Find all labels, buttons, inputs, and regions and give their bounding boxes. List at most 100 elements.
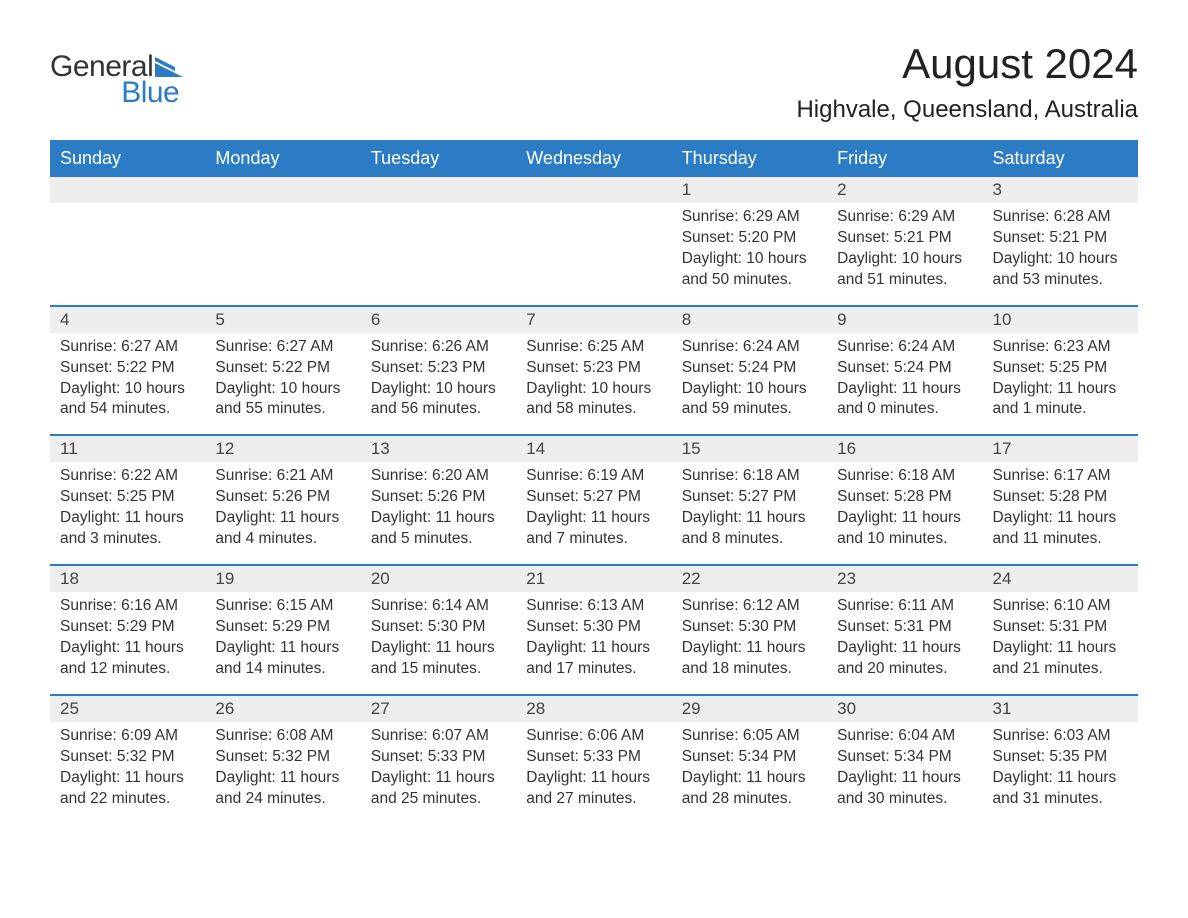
calendar-day-cell: 29Sunrise: 6:05 AMSunset: 5:34 PMDayligh… [672, 696, 827, 824]
calendar-header-day: Sunday [50, 140, 205, 177]
calendar-day-cell: 2Sunrise: 6:29 AMSunset: 5:21 PMDaylight… [827, 177, 982, 305]
day-content: Sunrise: 6:29 AMSunset: 5:21 PMDaylight:… [827, 203, 982, 305]
daylight-text: Daylight: 11 hours and 21 minutes. [993, 638, 1128, 680]
sunrise-text: Sunrise: 6:07 AM [371, 726, 506, 747]
sunset-text: Sunset: 5:21 PM [993, 228, 1128, 249]
calendar-day-cell: 21Sunrise: 6:13 AMSunset: 5:30 PMDayligh… [516, 566, 671, 694]
calendar-day-cell: 30Sunrise: 6:04 AMSunset: 5:34 PMDayligh… [827, 696, 982, 824]
calendar-day-cell [205, 177, 360, 305]
day-content: Sunrise: 6:18 AMSunset: 5:28 PMDaylight:… [827, 462, 982, 564]
sunset-text: Sunset: 5:25 PM [993, 358, 1128, 379]
daylight-text: Daylight: 11 hours and 27 minutes. [526, 768, 661, 810]
daylight-text: Daylight: 11 hours and 15 minutes. [371, 638, 506, 680]
day-content: Sunrise: 6:12 AMSunset: 5:30 PMDaylight:… [672, 592, 827, 694]
day-number: 24 [983, 566, 1138, 592]
calendar-header-day: Tuesday [361, 140, 516, 177]
calendar-body: 1Sunrise: 6:29 AMSunset: 5:20 PMDaylight… [50, 177, 1138, 823]
sunset-text: Sunset: 5:33 PM [526, 747, 661, 768]
sunset-text: Sunset: 5:32 PM [60, 747, 195, 768]
day-number: 22 [672, 566, 827, 592]
calendar-header-day: Thursday [672, 140, 827, 177]
day-number: 23 [827, 566, 982, 592]
daylight-text: Daylight: 11 hours and 3 minutes. [60, 508, 195, 550]
daylight-text: Daylight: 11 hours and 28 minutes. [682, 768, 817, 810]
sunrise-text: Sunrise: 6:22 AM [60, 466, 195, 487]
sunrise-text: Sunrise: 6:19 AM [526, 466, 661, 487]
sunset-text: Sunset: 5:23 PM [526, 358, 661, 379]
flag-icon [155, 57, 183, 77]
day-content: Sunrise: 6:28 AMSunset: 5:21 PMDaylight:… [983, 203, 1138, 305]
sunrise-text: Sunrise: 6:29 AM [837, 207, 972, 228]
day-number: 13 [361, 436, 516, 462]
sunrise-text: Sunrise: 6:28 AM [993, 207, 1128, 228]
day-content: Sunrise: 6:08 AMSunset: 5:32 PMDaylight:… [205, 722, 360, 824]
sunset-text: Sunset: 5:29 PM [60, 617, 195, 638]
calendar-day-cell: 26Sunrise: 6:08 AMSunset: 5:32 PMDayligh… [205, 696, 360, 824]
day-number: 1 [672, 177, 827, 203]
title-block: August 2024 Highvale, Queensland, Austra… [796, 40, 1138, 124]
sunrise-text: Sunrise: 6:17 AM [993, 466, 1128, 487]
calendar-day-cell: 13Sunrise: 6:20 AMSunset: 5:26 PMDayligh… [361, 436, 516, 564]
daylight-text: Daylight: 11 hours and 22 minutes. [60, 768, 195, 810]
sunrise-text: Sunrise: 6:18 AM [837, 466, 972, 487]
daylight-text: Daylight: 10 hours and 54 minutes. [60, 379, 195, 421]
daylight-text: Daylight: 11 hours and 24 minutes. [215, 768, 350, 810]
sunrise-text: Sunrise: 6:09 AM [60, 726, 195, 747]
day-content: Sunrise: 6:03 AMSunset: 5:35 PMDaylight:… [983, 722, 1138, 824]
sunrise-text: Sunrise: 6:12 AM [682, 596, 817, 617]
day-number: 5 [205, 307, 360, 333]
day-number: 8 [672, 307, 827, 333]
logo: General Blue [50, 50, 183, 110]
sunrise-text: Sunrise: 6:05 AM [682, 726, 817, 747]
calendar-day-cell: 31Sunrise: 6:03 AMSunset: 5:35 PMDayligh… [983, 696, 1138, 824]
daylight-text: Daylight: 10 hours and 51 minutes. [837, 249, 972, 291]
day-number: 10 [983, 307, 1138, 333]
calendar-day-cell: 24Sunrise: 6:10 AMSunset: 5:31 PMDayligh… [983, 566, 1138, 694]
calendar-day-cell: 27Sunrise: 6:07 AMSunset: 5:33 PMDayligh… [361, 696, 516, 824]
daylight-text: Daylight: 11 hours and 0 minutes. [837, 379, 972, 421]
sunrise-text: Sunrise: 6:16 AM [60, 596, 195, 617]
day-content: Sunrise: 6:15 AMSunset: 5:29 PMDaylight:… [205, 592, 360, 694]
calendar-day-cell: 19Sunrise: 6:15 AMSunset: 5:29 PMDayligh… [205, 566, 360, 694]
day-content: Sunrise: 6:16 AMSunset: 5:29 PMDaylight:… [50, 592, 205, 694]
day-number [205, 177, 360, 203]
day-number [50, 177, 205, 203]
calendar: SundayMondayTuesdayWednesdayThursdayFrid… [50, 140, 1138, 823]
day-content: Sunrise: 6:07 AMSunset: 5:33 PMDaylight:… [361, 722, 516, 824]
day-number: 28 [516, 696, 671, 722]
day-number: 17 [983, 436, 1138, 462]
daylight-text: Daylight: 11 hours and 4 minutes. [215, 508, 350, 550]
daylight-text: Daylight: 11 hours and 20 minutes. [837, 638, 972, 680]
day-number: 27 [361, 696, 516, 722]
month-title: August 2024 [796, 40, 1138, 88]
sunset-text: Sunset: 5:30 PM [682, 617, 817, 638]
sunrise-text: Sunrise: 6:23 AM [993, 337, 1128, 358]
calendar-day-cell: 3Sunrise: 6:28 AMSunset: 5:21 PMDaylight… [983, 177, 1138, 305]
calendar-day-cell: 7Sunrise: 6:25 AMSunset: 5:23 PMDaylight… [516, 307, 671, 435]
day-content: Sunrise: 6:27 AMSunset: 5:22 PMDaylight:… [205, 333, 360, 435]
day-number [516, 177, 671, 203]
day-number: 2 [827, 177, 982, 203]
calendar-day-cell: 25Sunrise: 6:09 AMSunset: 5:32 PMDayligh… [50, 696, 205, 824]
daylight-text: Daylight: 11 hours and 8 minutes. [682, 508, 817, 550]
sunset-text: Sunset: 5:22 PM [215, 358, 350, 379]
sunset-text: Sunset: 5:34 PM [837, 747, 972, 768]
daylight-text: Daylight: 10 hours and 55 minutes. [215, 379, 350, 421]
location-subtitle: Highvale, Queensland, Australia [796, 96, 1138, 124]
day-number: 21 [516, 566, 671, 592]
calendar-header-day: Friday [827, 140, 982, 177]
calendar-day-cell: 15Sunrise: 6:18 AMSunset: 5:27 PMDayligh… [672, 436, 827, 564]
calendar-day-cell: 23Sunrise: 6:11 AMSunset: 5:31 PMDayligh… [827, 566, 982, 694]
day-number: 11 [50, 436, 205, 462]
calendar-day-cell: 11Sunrise: 6:22 AMSunset: 5:25 PMDayligh… [50, 436, 205, 564]
day-content: Sunrise: 6:21 AMSunset: 5:26 PMDaylight:… [205, 462, 360, 564]
calendar-week: 1Sunrise: 6:29 AMSunset: 5:20 PMDaylight… [50, 177, 1138, 305]
sunrise-text: Sunrise: 6:26 AM [371, 337, 506, 358]
calendar-day-cell: 10Sunrise: 6:23 AMSunset: 5:25 PMDayligh… [983, 307, 1138, 435]
sunset-text: Sunset: 5:31 PM [837, 617, 972, 638]
day-number: 19 [205, 566, 360, 592]
sunset-text: Sunset: 5:30 PM [526, 617, 661, 638]
sunrise-text: Sunrise: 6:04 AM [837, 726, 972, 747]
sunrise-text: Sunrise: 6:18 AM [682, 466, 817, 487]
day-number: 6 [361, 307, 516, 333]
